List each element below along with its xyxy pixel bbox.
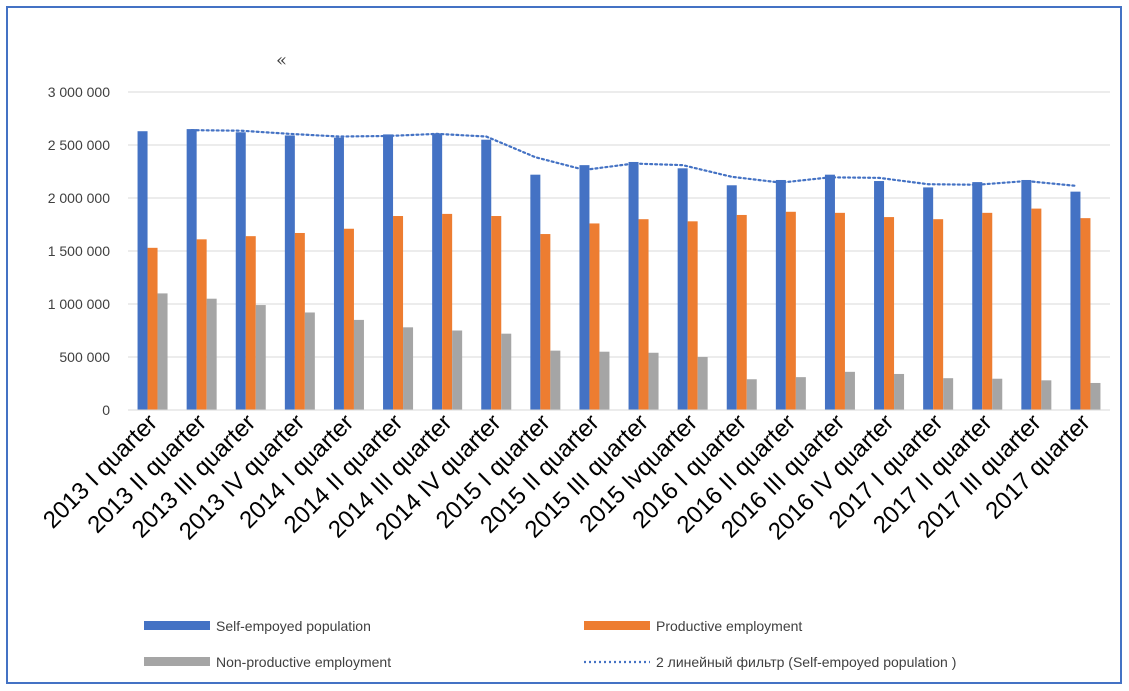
gridlines [128,91,1110,411]
bar-self-empoyed-population [923,187,934,410]
bar-non-productive-employment [403,327,414,410]
trendline [190,129,1077,187]
bar-productive-employment [884,217,895,410]
bar-non-productive-employment [894,373,905,410]
bar-self-empoyed-population [775,179,786,410]
bar-self-empoyed-population [1021,179,1032,410]
bar-productive-employment [491,216,502,410]
bar-non-productive-employment [501,333,512,410]
bar-non-productive-employment [353,319,364,410]
y-tick-label: 500 000 [59,349,110,365]
bar-productive-employment [294,232,305,410]
bar-self-empoyed-population [383,134,394,410]
bar-non-productive-employment [844,371,855,410]
bar-productive-employment [147,247,158,410]
legend-swatch [144,621,210,630]
bar-productive-employment [442,213,453,410]
bar-self-empoyed-population [530,174,541,410]
bar-self-empoyed-population [137,131,148,410]
bar-productive-employment [196,239,207,410]
annotation-mark: « [276,50,287,71]
bar-self-empoyed-population [284,135,295,410]
bar-productive-employment [1080,218,1091,410]
bar-productive-employment [245,236,256,410]
y-tick-label: 2 000 000 [48,190,110,206]
legend-label: Productive employment [656,618,802,634]
bar-non-productive-employment [304,312,315,410]
bar-self-empoyed-population [432,133,443,410]
bar-productive-employment [589,223,600,410]
bar-non-productive-employment [697,357,708,410]
bar-productive-employment [736,214,747,410]
bar-productive-employment [933,219,944,410]
bar-non-productive-employment [255,305,266,410]
bar-non-productive-employment [550,350,561,410]
bar-self-empoyed-population [235,132,246,410]
bar-productive-employment [393,216,404,410]
legend-swatch [144,657,210,666]
y-tick-label: 1 000 000 [48,296,110,312]
bar-self-empoyed-population [333,137,344,410]
y-axis: 0 500 000 1 000 000 1 500 000 2 000 000 2 500… [48,84,111,418]
bar-self-empoyed-population [972,182,983,410]
bar-non-productive-employment [992,378,1003,410]
bar-self-empoyed-population [1070,191,1081,410]
bar-self-empoyed-population [628,161,639,410]
legend-label: 2 линейный фильтр (Self-empoyed populati… [656,654,956,670]
bar-self-empoyed-population [874,181,885,410]
bar-productive-employment [1031,208,1042,410]
chart: 0 500 000 1 000 000 1 500 000 2 000 000 2 500… [38,50,1110,670]
bar-non-productive-employment [206,298,217,410]
bar-non-productive-employment [943,378,954,410]
trendline-moving-average [190,129,1077,187]
bar-productive-employment [834,212,845,410]
bar-productive-employment [785,211,796,410]
bar-non-productive-employment [648,352,659,410]
y-tick-label: 1 500 000 [48,243,110,259]
bar-productive-employment [540,234,551,410]
bar-non-productive-employment [452,330,463,410]
bar-self-empoyed-population [579,165,590,410]
bar-non-productive-employment [746,379,757,410]
bar-non-productive-employment [1041,380,1052,410]
bar-productive-employment [638,219,649,410]
bar-productive-employment [982,212,993,410]
bar-self-empoyed-population [824,174,835,410]
legend-swatch [584,621,650,630]
bar-non-productive-employment [599,351,610,410]
y-tick-label: 2 500 000 [48,137,110,153]
legend-label: Non-productive employment [216,654,391,670]
legend: Self-empoyed population Productive employ… [144,618,956,670]
bar-non-productive-employment [1090,382,1101,410]
bar-productive-employment [343,228,354,410]
bar-productive-employment [687,221,698,410]
bars [137,129,1101,410]
bar-self-empoyed-population [481,139,492,410]
y-tick-label: 0 [102,402,110,418]
bar-non-productive-employment [157,293,168,410]
bar-non-productive-employment [795,377,806,410]
legend-label: Self-empoyed population [216,618,371,634]
bar-self-empoyed-population [186,129,197,410]
bar-self-empoyed-population [677,168,688,410]
bar-self-empoyed-population [726,185,737,410]
chart-frame: 0 500 000 1 000 000 1 500 000 2 000 000 2 500… [6,6,1122,684]
y-tick-label: 3 000 000 [48,84,110,100]
